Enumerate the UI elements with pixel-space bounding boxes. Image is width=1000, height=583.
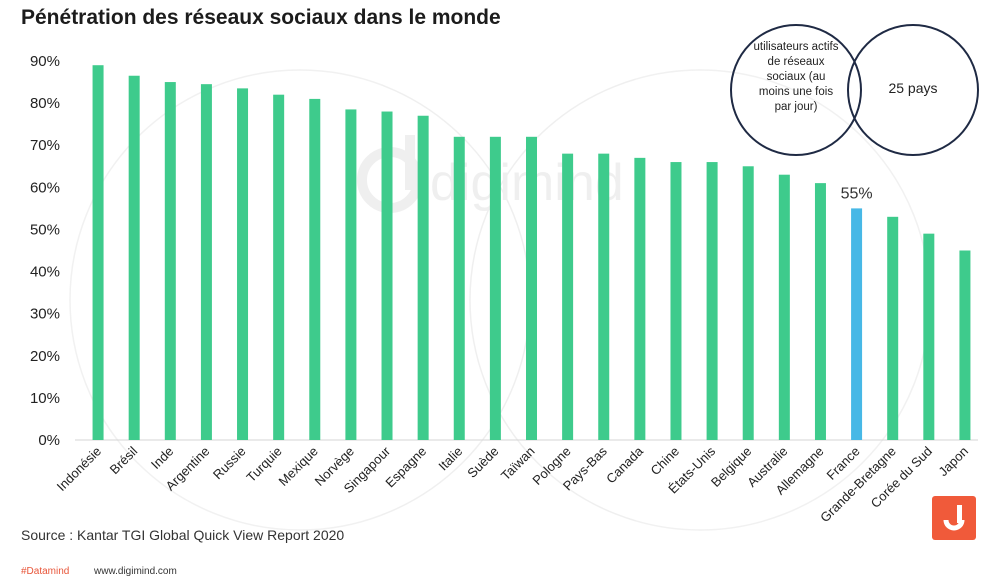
y-tick-label: 40% [30,264,60,281]
y-tick-label: 60% [30,179,60,196]
bar-russie [237,88,249,440]
x-tick-label: Suède [464,444,501,481]
bar-canada [634,157,646,440]
bar-australie [778,174,790,440]
bar-argentine [200,84,212,441]
x-tick-label: Inde [148,444,177,473]
x-tick-label: Russie [210,444,249,483]
y-tick-label: 70% [30,137,60,154]
bar-grande-bretagne [887,216,899,440]
digimind-logo [932,496,976,540]
bar-chine [670,162,682,441]
venn-right-text: 25 pays [888,80,938,96]
bar-pologne [562,153,574,440]
venn-left-text: utilisateurs actifs de réseaux sociaux (… [753,41,839,113]
y-tick-label: 50% [30,221,60,238]
bar-su-de [489,136,501,441]
bar-inde [164,82,176,441]
y-tick-label: 80% [30,95,60,112]
y-tick-label: 20% [30,348,60,365]
footer-hashtag: #Datamind [21,566,70,577]
y-tick-label: 0% [38,432,60,449]
bar-turquie [273,94,285,440]
x-tick-label: Indonésie [54,444,104,494]
y-tick-label: 10% [30,390,60,407]
bar-japon [959,250,971,440]
bar-espagne [417,115,429,440]
bar-italie [453,136,465,441]
bar-belgique [742,166,754,440]
x-tick-label: Japon [935,444,971,480]
x-tick-label: Canada [603,443,646,486]
bar-indon-sie [92,65,104,440]
bar-france [851,208,863,440]
y-tick-label: 30% [30,306,60,323]
bar-pays-bas [598,153,610,440]
bar-cor-e-du-sud [923,233,935,440]
chart-title: Pénétration des réseaux sociaux dans le … [21,6,501,29]
bar-mexique [309,98,321,441]
data-label-france: 55% [841,185,873,202]
bar--tats-unis [706,162,718,441]
bar-ta-wan [526,136,537,441]
y-tick-label: 90% [30,53,60,70]
bar-allemagne [814,183,826,440]
bar-singapour [381,111,393,441]
bar-norv-ge [345,109,357,440]
source-note: Source : Kantar TGI Global Quick View Re… [21,527,345,543]
bar-br-sil [128,75,140,440]
x-tick-label: Italie [435,444,465,474]
footer-url: www.digimind.com [94,566,177,577]
